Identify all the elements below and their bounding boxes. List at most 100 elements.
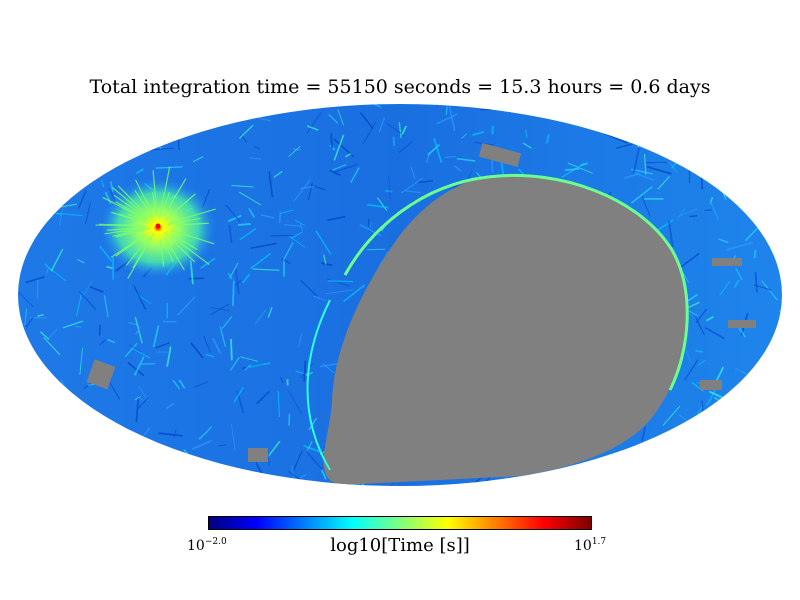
coverage-streak xyxy=(378,251,389,268)
coverage-streak xyxy=(254,309,267,325)
coverage-streak xyxy=(279,209,294,215)
coverage-streak xyxy=(212,337,222,355)
coverage-streak xyxy=(632,147,640,174)
coverage-streak xyxy=(525,129,528,138)
coverage-streak xyxy=(780,342,782,352)
coverage-streak xyxy=(160,112,169,137)
coverage-streak xyxy=(702,141,718,155)
coverage-streak xyxy=(546,134,550,144)
coverage-streak xyxy=(641,196,651,217)
coverage-streak xyxy=(25,276,45,284)
coverage-streak xyxy=(44,397,59,416)
coverage-streak xyxy=(240,356,259,362)
coverage-streak xyxy=(229,262,239,279)
coverage-streak xyxy=(373,104,382,109)
coverage-streak xyxy=(244,364,251,371)
coverage-streak xyxy=(359,224,382,237)
hotspot-ray xyxy=(164,241,174,263)
coverage-streak xyxy=(59,208,64,226)
coverage-streak xyxy=(86,462,93,477)
hotspot-ray xyxy=(159,166,171,218)
coverage-streak xyxy=(657,176,670,190)
coverage-streak xyxy=(248,362,271,369)
coverage-streak xyxy=(331,164,347,171)
coverage-streak xyxy=(669,443,694,454)
coverage-streak xyxy=(288,235,306,248)
coverage-streak xyxy=(192,156,204,163)
hotspot-ray xyxy=(125,237,150,266)
coverage-streak xyxy=(43,203,54,216)
coverage-streak xyxy=(78,111,83,126)
coverage-streak xyxy=(677,208,698,217)
coverage-streak xyxy=(135,326,141,336)
coverage-streak xyxy=(193,381,208,388)
coverage-streak xyxy=(124,433,146,449)
coverage-streak xyxy=(228,225,233,244)
coverage-streak xyxy=(754,272,758,293)
coverage-streak xyxy=(106,142,123,160)
coverage-streak xyxy=(326,278,350,287)
coverage-streak xyxy=(561,162,585,178)
coverage-streak xyxy=(303,360,307,382)
coverage-streak xyxy=(433,138,443,163)
coverage-streak xyxy=(695,308,708,324)
hotspot-ray xyxy=(163,178,187,217)
hotspot-ray xyxy=(152,170,158,216)
coverage-streak xyxy=(700,173,704,190)
coverage-streak xyxy=(62,320,84,329)
coverage-streak xyxy=(133,356,145,376)
coverage-streak xyxy=(45,435,56,451)
coverage-streak xyxy=(126,437,138,454)
coverage-streak xyxy=(134,395,141,401)
coverage-streak xyxy=(47,447,65,456)
coverage-streak xyxy=(350,167,360,184)
coverage-streak xyxy=(76,484,101,486)
coverage-streak xyxy=(227,272,233,280)
coverage-streak xyxy=(564,168,580,171)
coverage-streak xyxy=(733,143,740,152)
coverage-streak xyxy=(59,425,71,443)
coverage-streak xyxy=(238,191,262,206)
coverage-streak xyxy=(765,375,782,394)
coverage-streak xyxy=(145,447,154,457)
coverage-streak xyxy=(84,202,92,224)
coverage-streak xyxy=(300,362,314,379)
coverage-streak xyxy=(234,279,242,287)
coverage-streak xyxy=(722,407,735,416)
coverage-streak xyxy=(99,339,106,346)
coverage-streak xyxy=(754,284,772,291)
coverage-streak xyxy=(268,171,274,198)
coverage-streak xyxy=(230,423,236,452)
coverage-streak xyxy=(307,441,313,451)
colorbar xyxy=(208,516,592,530)
coverage-streak xyxy=(89,285,104,293)
coverage-streak xyxy=(229,357,240,371)
coverage-streak xyxy=(401,125,408,135)
coverage-streak xyxy=(696,405,703,417)
coverage-streak xyxy=(230,338,233,361)
coverage-streak xyxy=(733,279,740,288)
coverage-streak xyxy=(711,124,719,138)
coverage-streak xyxy=(231,184,254,188)
coverage-streak xyxy=(634,132,645,141)
coverage-streak xyxy=(178,379,186,389)
coverage-streak xyxy=(153,108,174,123)
coverage-streak xyxy=(698,359,706,366)
coverage-streak xyxy=(719,280,731,296)
coverage-streak xyxy=(256,390,271,405)
coverage-streak xyxy=(743,154,754,167)
coverage-streak xyxy=(306,125,319,131)
coverage-streak xyxy=(152,325,160,348)
coverage-streak xyxy=(444,155,456,158)
hotspot-ray xyxy=(112,186,146,216)
coverage-streak xyxy=(378,117,385,133)
coverage-streak xyxy=(239,227,257,241)
coverage-streak xyxy=(362,121,377,145)
coverage-streak xyxy=(77,258,85,264)
hotspot-ray xyxy=(127,213,145,222)
coverage-streak xyxy=(160,472,168,486)
coverage-streak xyxy=(306,111,322,134)
coverage-streak xyxy=(202,476,211,486)
coverage-streak xyxy=(321,262,333,267)
hotspot-ray xyxy=(115,235,145,257)
